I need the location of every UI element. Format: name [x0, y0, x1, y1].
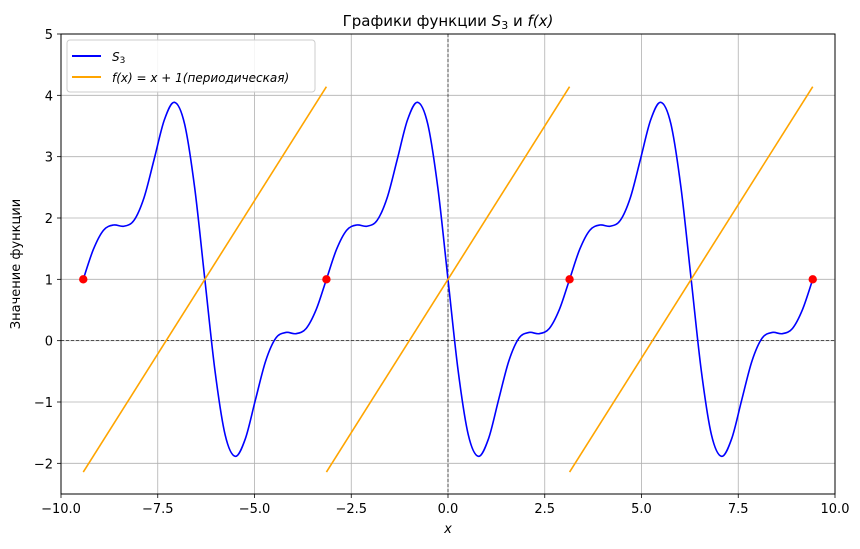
legend-label-s3: S3	[112, 50, 125, 66]
x-tick-label: −5.0	[239, 502, 271, 517]
reference-lines	[61, 34, 835, 494]
series-fx-segment	[325, 86, 571, 473]
x-tick-label: 7.5	[728, 502, 749, 517]
y-axis-ticks: −2 −1 0 1 2 3 4 5	[34, 28, 61, 472]
y-axis-label: Значение функции	[9, 199, 24, 329]
y-tick-label: 4	[45, 89, 53, 104]
plot-area	[79, 86, 817, 473]
series-fx-segment	[82, 86, 328, 473]
discontinuity-point	[808, 275, 817, 284]
y-tick-label: −2	[34, 457, 53, 472]
y-tick-label: 0	[45, 335, 53, 350]
discontinuity-point	[79, 275, 88, 284]
discontinuity-point	[565, 275, 574, 284]
legend: S3 f(x) = x + 1(периодическая)	[66, 39, 316, 93]
discontinuity-point	[322, 275, 331, 284]
x-tick-label: 2.5	[534, 502, 555, 517]
legend-box	[66, 39, 316, 93]
y-tick-label: 2	[45, 212, 53, 227]
y-tick-label: 5	[45, 28, 53, 43]
x-axis-ticks: −10.0 −7.5 −5.0 −2.5 0.0 2.5 5.0 7.5 10.0	[41, 494, 849, 517]
x-axis-label: x	[443, 522, 452, 537]
x-tick-label: 0.0	[438, 502, 459, 517]
x-tick-label: 10.0	[821, 502, 850, 517]
y-tick-label: 1	[45, 273, 53, 288]
x-tick-label: 5.0	[631, 502, 652, 517]
chart-title: Графики функции S3 и f(x)	[343, 12, 554, 32]
series-fx-segment	[568, 86, 814, 473]
x-tick-label: −7.5	[142, 502, 174, 517]
y-tick-label: −1	[34, 396, 53, 411]
x-tick-label: −2.5	[335, 502, 367, 517]
y-tick-label: 3	[45, 151, 53, 166]
x-tick-label: −10.0	[41, 502, 81, 517]
legend-label-fx: f(x) = x + 1(периодическая)	[112, 71, 289, 85]
